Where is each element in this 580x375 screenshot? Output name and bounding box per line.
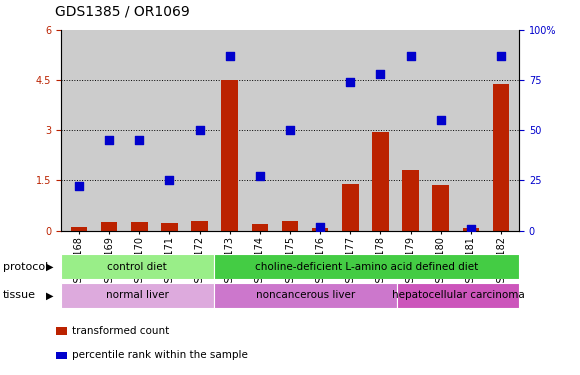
Bar (61, 254, 213, 279)
Bar (101, 222, 117, 231)
Bar (56, 327, 67, 335)
Point (436, 117, 445, 123)
Bar (397, 283, 519, 308)
Point (195, 128, 204, 134)
Point (496, 53, 506, 59)
Text: tissue: tissue (3, 291, 36, 300)
Text: ▶: ▶ (46, 262, 53, 272)
Bar (191, 220, 208, 231)
Bar (433, 186, 449, 231)
Bar (403, 170, 419, 231)
Bar (282, 220, 298, 231)
Bar (372, 132, 389, 231)
Bar (61, 283, 213, 308)
Bar (342, 184, 358, 231)
Text: choline-deficient L-amino acid defined diet: choline-deficient L-amino acid defined d… (255, 262, 478, 272)
Bar (252, 224, 268, 231)
Point (135, 137, 144, 143)
Bar (222, 80, 238, 231)
Text: GDS1385 / OR1069: GDS1385 / OR1069 (55, 5, 190, 19)
Point (316, 224, 325, 230)
Bar (56, 352, 67, 359)
Text: protocol: protocol (3, 262, 48, 272)
Bar (213, 283, 397, 308)
Text: ▶: ▶ (46, 291, 53, 300)
Bar (493, 84, 509, 231)
Bar (131, 222, 147, 231)
Point (285, 128, 295, 134)
Bar (312, 228, 328, 231)
Bar (71, 226, 87, 231)
Bar (463, 228, 479, 231)
Point (346, 79, 355, 85)
Point (74, 183, 84, 189)
Point (104, 137, 114, 143)
Text: hepatocellular carcinoma: hepatocellular carcinoma (392, 291, 524, 300)
Point (376, 71, 385, 77)
Point (165, 177, 174, 183)
Bar (213, 254, 519, 279)
Point (406, 53, 415, 59)
Text: control diet: control diet (107, 262, 167, 272)
Text: noncancerous liver: noncancerous liver (256, 291, 355, 300)
Bar (161, 223, 177, 231)
Point (225, 53, 234, 59)
Point (255, 174, 264, 180)
Text: percentile rank within the sample: percentile rank within the sample (72, 351, 248, 360)
Point (466, 226, 476, 232)
Text: normal liver: normal liver (106, 291, 169, 300)
Text: transformed count: transformed count (72, 326, 170, 336)
